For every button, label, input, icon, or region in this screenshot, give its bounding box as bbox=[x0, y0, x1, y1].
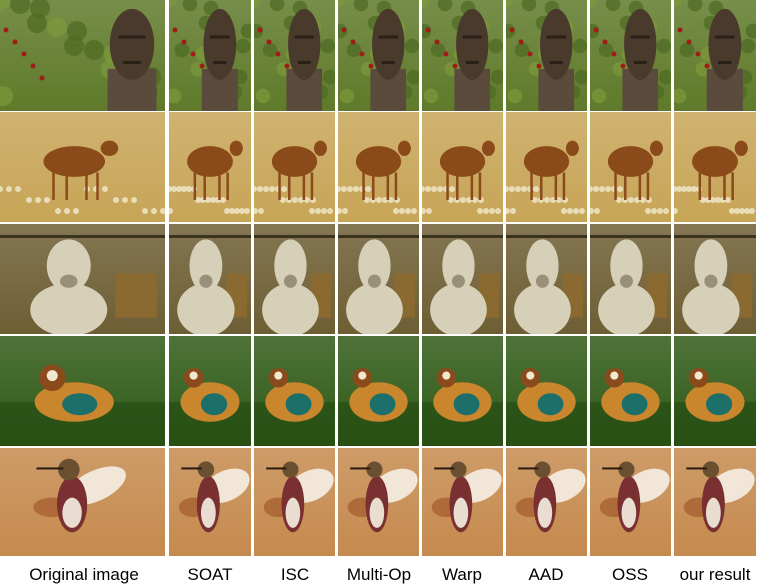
column-labels: Original image SOAT ISC Multi-Op Warp AAD OSS o… bbox=[29, 565, 751, 584]
image-cell bbox=[422, 224, 503, 334]
image-cell bbox=[422, 336, 503, 446]
image-cell bbox=[590, 448, 671, 556]
image-cell bbox=[254, 0, 335, 111]
image-cell bbox=[506, 448, 587, 556]
image-cell bbox=[254, 112, 335, 222]
image-cell bbox=[674, 224, 756, 334]
image-cell bbox=[254, 224, 335, 334]
column-label: OSS bbox=[612, 565, 648, 584]
image-cell bbox=[422, 112, 503, 222]
image-cell bbox=[0, 336, 165, 446]
image-grid bbox=[0, 0, 756, 556]
image-cell bbox=[169, 224, 251, 334]
column-label: SOAT bbox=[187, 565, 232, 584]
image-cell bbox=[0, 224, 165, 334]
column-label: AAD bbox=[529, 565, 564, 584]
column-label: Original image bbox=[29, 565, 139, 584]
column-label: ISC bbox=[281, 565, 309, 584]
image-cell bbox=[506, 0, 587, 111]
image-cell bbox=[169, 336, 251, 446]
image-cell bbox=[338, 112, 419, 222]
image-cell bbox=[506, 224, 587, 334]
image-cell bbox=[0, 0, 165, 111]
image-cell bbox=[338, 0, 419, 111]
image-cell bbox=[0, 448, 165, 556]
image-cell bbox=[590, 336, 671, 446]
column-label: Warp bbox=[442, 565, 482, 584]
image-cell bbox=[169, 112, 251, 222]
image-cell bbox=[674, 0, 756, 111]
image-cell bbox=[338, 224, 419, 334]
column-label: our result bbox=[680, 565, 751, 584]
image-cell bbox=[674, 336, 756, 446]
image-cell bbox=[674, 112, 756, 222]
image-cell bbox=[254, 448, 335, 556]
image-cell bbox=[422, 0, 503, 111]
column-label: Multi-Op bbox=[347, 565, 411, 584]
image-cell bbox=[169, 0, 251, 111]
image-cell bbox=[254, 336, 335, 446]
image-cell bbox=[674, 448, 756, 556]
image-cell bbox=[0, 112, 165, 222]
image-cell bbox=[506, 112, 587, 222]
image-cell bbox=[590, 0, 671, 111]
image-cell bbox=[338, 336, 419, 446]
image-cell bbox=[590, 112, 671, 222]
image-cell bbox=[590, 224, 671, 334]
image-cell bbox=[169, 448, 251, 556]
image-cell bbox=[338, 448, 419, 556]
image-cell bbox=[506, 336, 587, 446]
image-cell bbox=[422, 448, 503, 556]
